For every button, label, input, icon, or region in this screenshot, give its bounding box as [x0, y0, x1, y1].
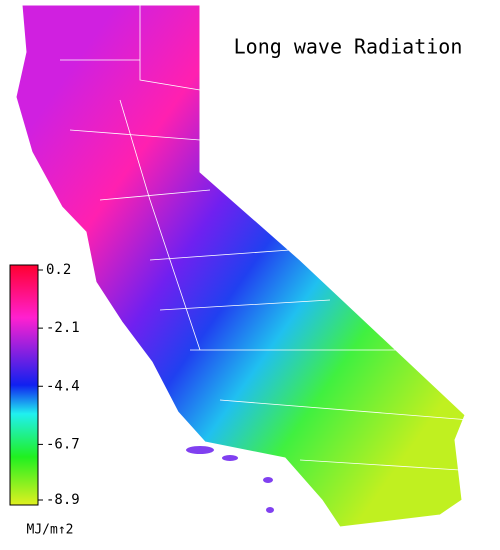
state-map	[15, 4, 466, 528]
color-scale	[9, 264, 39, 506]
legend-tick-label: -4.4	[46, 378, 80, 394]
legend-tick-label: -6.7	[46, 436, 80, 452]
legend-unit: MJ/m↑2	[27, 523, 74, 538]
legend-tick-label: -2.1	[46, 320, 80, 336]
county-lines	[60, 5, 471, 471]
islands	[186, 446, 274, 513]
legend-tick-label: 0.2	[46, 262, 71, 278]
legend-tick-label: -8.9	[46, 492, 80, 508]
map-title: Long wave Radiation	[234, 35, 463, 59]
